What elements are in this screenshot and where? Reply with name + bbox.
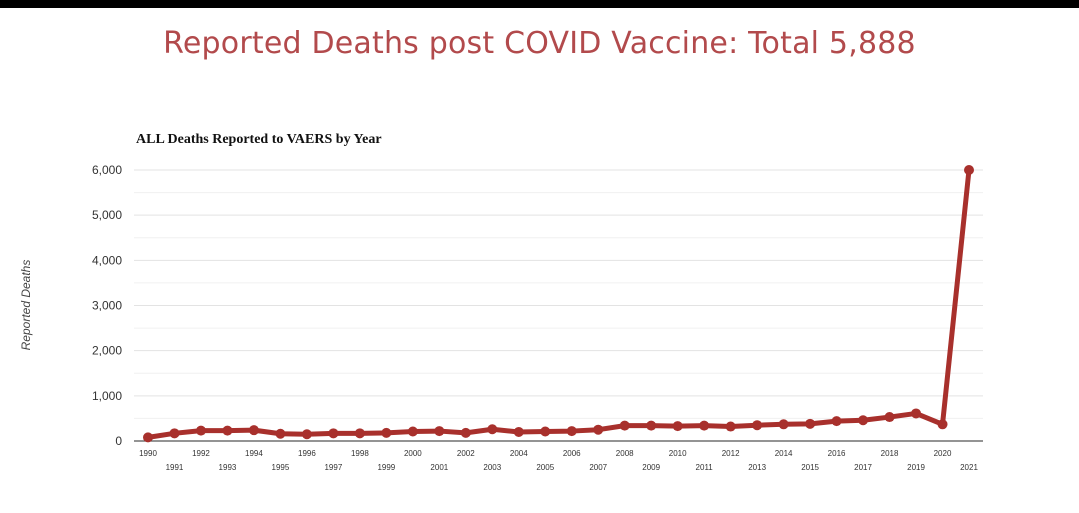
data-point [487,424,498,435]
x-tick-label: 1995 [272,463,290,472]
top-black-bar [0,0,1079,8]
x-tick-label: 2004 [510,449,528,458]
data-point [195,425,206,436]
data-point [964,165,974,175]
x-tick-label: 1992 [192,449,210,458]
data-point [407,426,418,437]
data-point [222,425,233,436]
y-tick-label: 6,000 [92,163,122,177]
data-point [248,425,259,436]
data-point [354,428,365,439]
data-point [593,424,604,435]
x-tick-label: 2001 [430,463,448,472]
data-point [699,420,710,431]
x-tick-label: 1998 [351,449,369,458]
data-point [858,415,869,426]
data-point [434,426,445,437]
x-tick-label: 2005 [536,463,554,472]
x-tick-label: 2008 [616,449,634,458]
y-tick-label: 4,000 [92,253,122,267]
x-tick-label: 2002 [457,449,475,458]
x-tick-label: 2017 [854,463,872,472]
data-point [513,426,524,437]
y-tick-label: 1,000 [92,389,122,403]
data-point [884,412,895,423]
y-tick-label: 3,000 [92,299,122,313]
data-point [619,420,630,431]
x-tick-label: 2003 [483,463,501,472]
data-point [725,421,736,432]
x-tick-label: 1994 [245,449,263,458]
x-tick-label: 2016 [828,449,846,458]
data-point [275,428,286,439]
x-tick-label: 2018 [881,449,899,458]
x-tick-label: 2013 [748,463,766,472]
series-line [145,167,972,440]
x-tick-label: 2007 [589,463,607,472]
data-point [672,421,683,432]
x-tick-label: 2000 [404,449,422,458]
x-tick-label: 2014 [775,449,793,458]
y-tick-label: 5,000 [92,208,122,222]
data-point [646,420,657,431]
data-point [778,419,789,430]
data-point [937,419,948,430]
x-tick-label: 2019 [907,463,925,472]
y-tick-label: 0 [115,434,122,448]
data-point [381,427,392,438]
x-tick-label: 1990 [139,449,157,458]
x-tick-label: 2020 [934,449,952,458]
chart-title: ALL Deaths Reported to VAERS by Year [136,132,382,147]
x-tick-label: 1991 [166,463,184,472]
x-tick-label: 2011 [696,463,714,472]
data-point [911,408,922,419]
data-point [540,426,551,437]
data-point [805,418,816,429]
x-tick-label: 1999 [377,463,395,472]
x-tick-label: 2012 [722,449,740,458]
x-tick-label: 2009 [642,463,660,472]
x-tick-label: 1996 [298,449,316,458]
data-point [831,416,842,427]
x-tick-label: 1993 [219,463,237,472]
page-headline: Reported Deaths post COVID Vaccine: Tota… [163,26,916,61]
x-tick-label: 2006 [563,449,581,458]
x-tick-label: 2015 [801,463,819,472]
y-tick-label: 2,000 [92,344,122,358]
data-point [752,420,763,431]
x-tick-label: 1997 [324,463,342,472]
data-point [169,428,180,439]
data-point [460,427,471,438]
x-tick-label: 2021 [960,463,978,472]
x-tick-label: 2010 [669,449,687,458]
data-point [328,428,339,439]
data-point [566,426,577,437]
data-point [143,432,153,443]
data-point [301,429,312,440]
